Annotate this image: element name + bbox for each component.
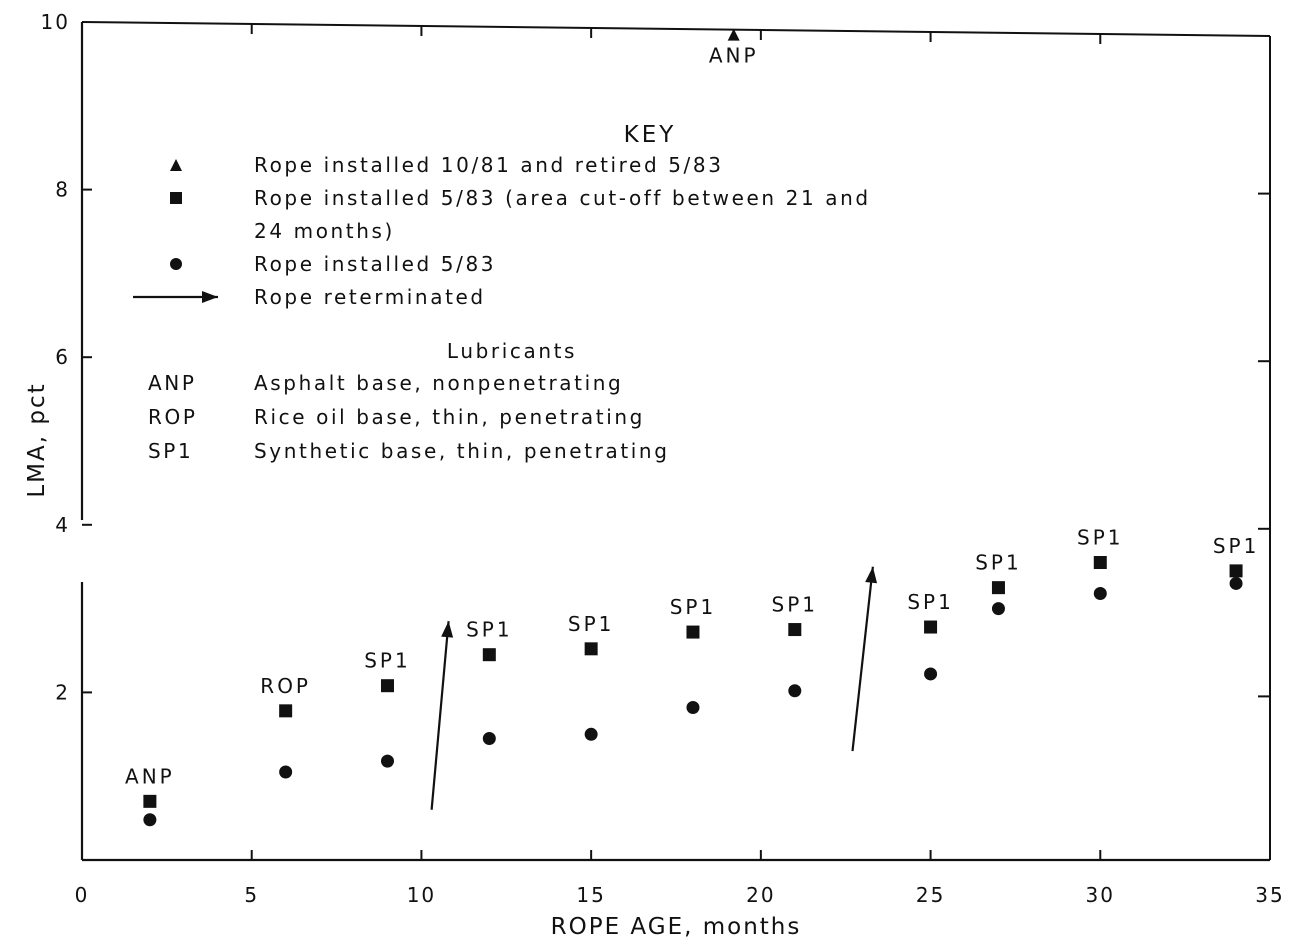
legend-entry-text: 24 months) (254, 219, 395, 243)
x-tick-label: 10 (407, 883, 436, 907)
square-point (924, 620, 938, 634)
circle-point (380, 754, 394, 768)
arrow-head (202, 291, 218, 303)
arrow-shaft (851, 566, 874, 752)
square-point (1093, 556, 1107, 570)
ticks-layer (82, 24, 1270, 860)
retermination-arrows (430, 566, 878, 810)
point-label: SP1 (670, 595, 716, 619)
arrow-head (865, 566, 878, 584)
circle-point (1229, 576, 1243, 590)
retermination-arrow (851, 566, 878, 752)
square-point (1229, 564, 1243, 578)
lubricant-code: SP1 (148, 439, 193, 463)
point-label: ROP (260, 674, 311, 698)
point-label: SP1 (466, 618, 512, 642)
circle-point (143, 813, 157, 827)
lubricant-description: Rice oil base, thin, penetrating (254, 405, 645, 429)
circle-point (1093, 587, 1107, 601)
legend-entry: Rope installed 5/83 (area cut-off betwee… (170, 186, 871, 243)
arrow-head (441, 621, 454, 638)
legend-square-symbol (170, 192, 182, 204)
square-point (788, 623, 802, 637)
triangle-point (727, 28, 740, 41)
legend-entry: Rope reterminated (133, 285, 486, 309)
legend-circle-symbol (170, 258, 182, 270)
legend-entry-text: Rope installed 10/81 and retired 5/83 (254, 153, 724, 177)
legend-entry: Rope installed 10/81 and retired 5/83 (170, 153, 724, 177)
legend-arrow-symbol (133, 291, 218, 303)
point-label: SP1 (1213, 534, 1259, 558)
x-tick-label: 0 (75, 883, 90, 907)
point-label: SP1 (1077, 526, 1123, 550)
legend-entry-text: Rope installed 5/83 (254, 252, 496, 276)
legend-triangle-symbol (170, 159, 182, 171)
lubricant-description: Synthetic base, thin, penetrating (254, 439, 670, 463)
x-tick-label: 30 (1086, 883, 1115, 907)
y-axis-title: LMA, pct (24, 382, 50, 497)
x-tick-label: 35 (1255, 883, 1284, 907)
legend-entries: Rope installed 10/81 and retired 5/83 Rop… (133, 153, 871, 309)
point-label: SP1 (364, 649, 410, 673)
square-point (482, 648, 496, 662)
legend-entry: Rope installed 5/83 (170, 252, 496, 276)
circle-point (686, 700, 700, 714)
tick-labels-layer: 0 5 10 15 20 25 30 35 2 4 6 8 10 (41, 10, 1284, 907)
y-tick-label: 2 (55, 680, 70, 704)
x-tick-label: 20 (746, 883, 775, 907)
legend-title: KEY (624, 122, 677, 148)
x-tick-label: 25 (916, 883, 945, 907)
circle-point (788, 684, 802, 698)
y-tick-label: 10 (41, 10, 70, 34)
circle-point (924, 667, 938, 681)
lubricant-description: Asphalt base, nonpenetrating (254, 371, 623, 395)
y-tick-label: 4 (55, 513, 70, 537)
legend-entry-text: Rope reterminated (254, 285, 486, 309)
y-tick-label: 8 (55, 178, 70, 202)
circle-point (991, 602, 1005, 616)
legend-entry-text: Rope installed 5/83 (area cut-off betwee… (254, 186, 871, 210)
x-tick-label: 5 (244, 883, 259, 907)
square-point (279, 704, 293, 718)
lubricant-code: ANP (148, 371, 197, 395)
square-point (991, 581, 1005, 595)
lubricant-entry: SP1 Synthetic base, thin, penetrating (148, 439, 670, 463)
x-axis-title: ROPE AGE, months (551, 914, 802, 940)
retermination-arrow (430, 621, 454, 810)
x-tick-label: 15 (576, 883, 605, 907)
lubricant-entry: ROP Rice oil base, thin, penetrating (148, 405, 645, 429)
legend: KEY Rope installed 10/81 and retired 5/8… (133, 122, 871, 463)
point-labels: ANP ANP ROP SP1 SP1 SP1 SP1 SP1 SP1 SP1 SP1 SP1 (125, 44, 1259, 789)
square-point (380, 679, 394, 693)
square-point (584, 642, 598, 656)
data-marks (143, 28, 1243, 827)
point-label: SP1 (568, 612, 614, 636)
point-label: SP1 (975, 551, 1021, 575)
circle-point (279, 765, 293, 779)
lubricant-code: ROP (148, 405, 198, 429)
arrow-shaft (430, 621, 450, 810)
top-border (81, 21, 1271, 37)
lubricants-title: Lubricants (447, 339, 577, 363)
square-point (686, 625, 700, 639)
square-point (143, 794, 157, 808)
circle-point (584, 727, 598, 741)
point-label: ANP (125, 764, 175, 788)
point-label: SP1 (772, 593, 818, 617)
point-label: ANP (709, 44, 759, 68)
y-tick-label: 6 (55, 345, 70, 369)
lubricant-entry: ANP Asphalt base, nonpenetrating (148, 371, 623, 395)
lubricant-entries: ANP Asphalt base, nonpenetrating ROP Rice o… (148, 371, 670, 463)
point-label: SP1 (907, 590, 953, 614)
circle-point (482, 731, 496, 745)
